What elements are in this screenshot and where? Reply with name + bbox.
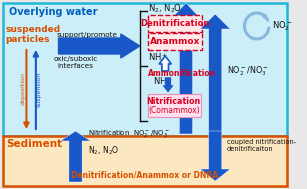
FancyBboxPatch shape [3, 3, 287, 136]
Polygon shape [159, 56, 171, 71]
Text: Overlying water: Overlying water [10, 7, 98, 17]
Text: coupled nitrification-
denitrificaiton: coupled nitrification- denitrificaiton [227, 139, 296, 152]
Text: N$_2$, N$_2$O: N$_2$, N$_2$O [148, 3, 182, 15]
Text: Anammox: Anammox [150, 36, 200, 46]
Polygon shape [200, 14, 230, 134]
FancyBboxPatch shape [148, 15, 201, 32]
Text: Ammonification: Ammonification [148, 68, 216, 77]
Text: N$_2$, N$_2$O: N$_2$, N$_2$O [88, 145, 119, 157]
FancyBboxPatch shape [3, 136, 287, 186]
Text: deposition: deposition [21, 73, 26, 105]
Text: Sediment: Sediment [7, 139, 63, 149]
Text: NH$_3$: NH$_3$ [153, 76, 171, 88]
Text: Nitrification: Nitrification [146, 98, 201, 106]
Text: NO$_2^-$/NO$_3^-$: NO$_2^-$/NO$_3^-$ [227, 64, 268, 78]
Text: (Comammox): (Comammox) [148, 106, 200, 115]
Text: NH$_4^+$: NH$_4^+$ [148, 52, 168, 66]
Text: suspended
particles: suspended particles [6, 25, 61, 44]
Text: Nitrification  NO$_2^-$/NO$_3^-$: Nitrification NO$_2^-$/NO$_3^-$ [88, 128, 170, 139]
Polygon shape [59, 34, 140, 58]
Polygon shape [162, 77, 174, 93]
Text: NO$_2^-$: NO$_2^-$ [272, 19, 292, 33]
Text: suspension: suspension [36, 71, 41, 107]
Text: Denitrification/Anammox or DNRA: Denitrification/Anammox or DNRA [71, 170, 218, 180]
Polygon shape [200, 131, 230, 181]
FancyBboxPatch shape [148, 94, 200, 116]
Text: oxic/suboxic
interfaces: oxic/suboxic interfaces [53, 56, 98, 69]
FancyBboxPatch shape [148, 33, 201, 50]
Polygon shape [171, 3, 201, 134]
Text: support/promote: support/promote [56, 32, 118, 38]
Polygon shape [60, 131, 91, 182]
Text: Denitrification: Denitrification [140, 19, 209, 28]
